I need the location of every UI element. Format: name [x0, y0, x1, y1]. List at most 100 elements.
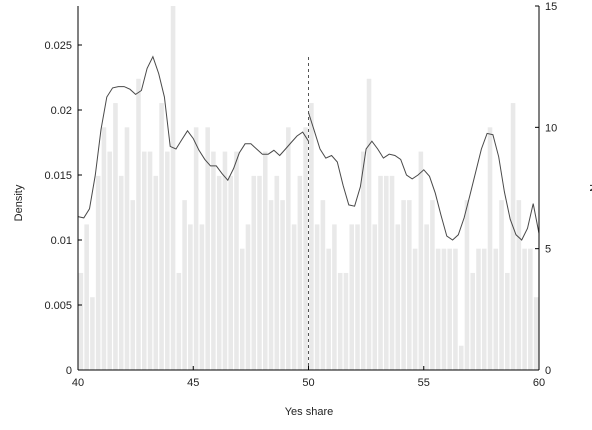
histogram-bar — [343, 272, 349, 370]
x-tick-label: 55 — [418, 377, 430, 389]
histogram-bar — [430, 200, 435, 370]
histogram-bar — [147, 151, 153, 370]
histogram-bar — [257, 175, 262, 370]
y-right-axis-ticks: 0 5 10 15 — [535, 1, 557, 377]
histogram-bar — [291, 224, 297, 370]
histogram-bar — [453, 248, 458, 370]
y-left-tick-label: 0.02 — [51, 105, 72, 117]
histogram-bar — [222, 151, 228, 370]
histogram-bar — [303, 127, 308, 370]
histogram-bar — [107, 151, 112, 370]
histogram-bar — [384, 175, 389, 370]
histogram-bar — [136, 78, 141, 371]
x-axis-title: Yes share — [285, 406, 334, 418]
histogram-bar — [205, 127, 210, 370]
histogram-bar — [234, 151, 239, 370]
histogram-bar — [481, 248, 487, 370]
histogram-bar — [435, 248, 441, 370]
histogram-bar — [286, 127, 291, 370]
density-curves — [77, 55, 540, 241]
histogram-bar — [193, 127, 199, 370]
y-left-tick-label: 0.01 — [51, 235, 72, 247]
x-tick-label: 40 — [72, 377, 84, 389]
density-curve-line — [308, 112, 540, 241]
histogram-bar — [447, 248, 452, 370]
histogram-bar — [366, 78, 372, 371]
histogram-bar — [470, 272, 476, 370]
histogram-bar — [487, 127, 493, 370]
histogram-bar — [522, 248, 527, 370]
histogram-bar — [389, 175, 395, 370]
histogram-bar — [314, 224, 320, 370]
histogram-bar — [165, 151, 170, 370]
histogram-bar — [418, 151, 424, 370]
histogram-bar — [78, 272, 84, 370]
histogram-bar — [159, 103, 164, 371]
y-left-tick-label: 0.015 — [44, 170, 72, 182]
histogram-bar — [355, 224, 360, 370]
y-left-axis-ticks: 0 0.005 0.01 0.015 0.02 0.025 — [44, 40, 82, 377]
histogram-bar — [251, 175, 257, 370]
histogram-bar — [95, 175, 101, 370]
histogram-bar — [528, 248, 533, 370]
histogram-bar — [493, 248, 499, 370]
y-right-tick-label: 0 — [545, 365, 551, 377]
y-left-tick-label: 0.025 — [44, 40, 72, 52]
histogram-bar — [274, 175, 280, 370]
histogram-bars — [78, 6, 539, 371]
x-tick-label: 45 — [187, 377, 199, 389]
histogram-bar — [90, 297, 95, 370]
x-tick-label: 60 — [533, 377, 545, 389]
histogram-bar — [349, 224, 354, 370]
histogram-bar — [216, 175, 222, 370]
histogram-bar — [239, 248, 245, 370]
x-axis-ticks: 40 45 50 55 60 — [72, 366, 545, 389]
histogram-bar — [332, 224, 337, 370]
histogram-bar — [326, 248, 331, 370]
histogram-bar — [533, 297, 539, 370]
histogram-bar — [320, 200, 326, 370]
density-curve-line — [77, 55, 309, 219]
histogram-bar — [424, 224, 429, 370]
histogram-bar — [464, 200, 470, 370]
histogram-bar — [199, 224, 205, 370]
y-left-axis-title: Density — [13, 184, 25, 221]
histogram-bar — [176, 272, 182, 370]
y-right-axis-title: N — [587, 184, 592, 192]
histogram-bar — [337, 272, 343, 370]
histogram-bar — [297, 175, 303, 370]
y-left-tick-label: 0.005 — [44, 300, 72, 312]
y-right-tick-label: 5 — [545, 244, 551, 256]
histogram-bar — [395, 224, 401, 370]
histogram-bar — [118, 175, 124, 370]
histogram-bar — [211, 151, 216, 370]
histogram-bar — [505, 272, 510, 370]
histogram-bar — [516, 200, 522, 370]
histogram-bar — [188, 224, 193, 370]
histogram-bar — [309, 103, 314, 371]
histogram-bar — [130, 200, 136, 370]
histogram-bar — [141, 151, 147, 370]
histogram-bar — [268, 200, 274, 370]
histogram-bar — [458, 345, 464, 370]
histogram-bar — [378, 175, 383, 370]
histogram-bar — [372, 224, 378, 370]
histogram-bar — [280, 200, 285, 370]
histogram-bar — [153, 175, 159, 370]
histogram-bar — [360, 151, 366, 370]
histogram-bar — [182, 200, 187, 370]
histogram-bar — [84, 224, 89, 370]
histogram-bar — [401, 200, 406, 370]
histogram-bar — [476, 248, 481, 370]
histogram-bar — [407, 200, 412, 370]
histogram-bar — [441, 248, 447, 370]
histogram-bar — [510, 103, 516, 371]
histogram-bar — [113, 103, 118, 371]
histogram-bar — [245, 224, 251, 370]
y-right-tick-label: 15 — [545, 1, 557, 13]
y-left-tick-label: 0 — [66, 365, 72, 377]
histogram-bar — [124, 127, 130, 370]
histogram-bar — [412, 248, 418, 370]
histogram-bar — [101, 127, 107, 370]
